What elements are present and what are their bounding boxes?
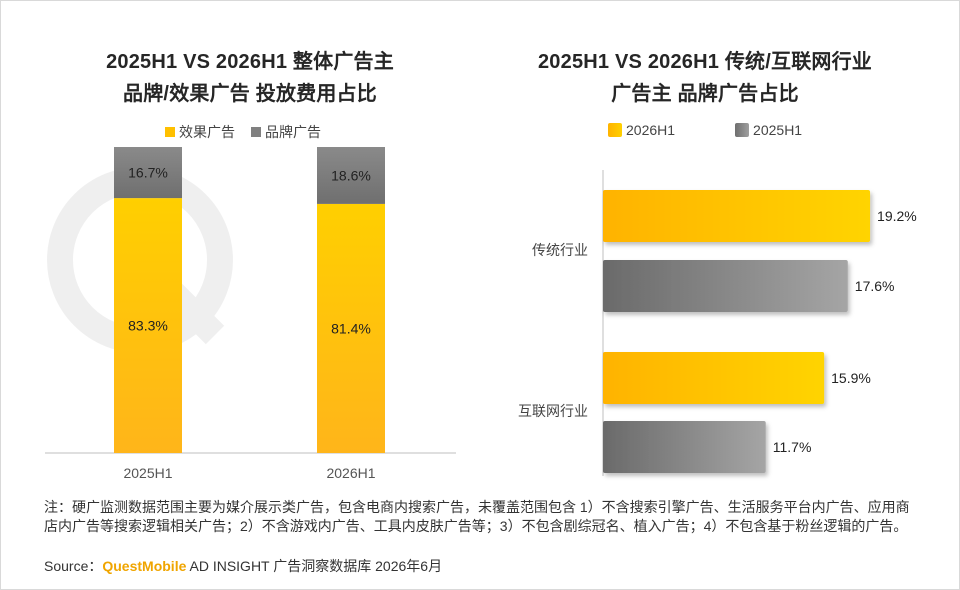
data-label-2026H1-互联网行业: 15.9% [831,370,871,386]
data-label-brand-2025H1: 16.7% [128,165,168,181]
left-chart-title: 2025H1 VS 2026H1 整体广告主 品牌/效果广告 投放费用占比 [40,46,460,110]
bar-2025H1-传统行业 [603,260,848,312]
legend-label-brand: 品牌广告 [265,124,321,140]
data-label-effect-2025H1: 83.3% [128,318,168,334]
x-tick-label-2026H1: 2026H1 [326,465,375,481]
legend-swatch-effect [165,127,175,137]
bar-effect-2026H1 [317,203,385,453]
data-label-2025H1-互联网行业: 11.7% [773,439,812,455]
bar-brand-2026H1 [317,147,385,204]
legend-swatch-2025h1 [735,123,750,137]
source-brand: QuestMobile [102,558,187,574]
right-title-line2: 广告主 品牌广告占比 [611,83,799,105]
right-title-line1: 2025H1 VS 2026H1 传统/互联网行业 [537,51,873,73]
source-line: Source：QuestMobile AD INSIGHT 广告洞察数据库 20… [44,556,442,576]
horizontal-bar-chart: 传统行业 19.2% 17.6% 互联网行业 15.9% 11.7% [518,170,917,476]
right-legend: 2026H1 2025H1 [608,122,862,138]
right-chart-title: 2025H1 VS 2026H1 传统/互联网行业 广告主 品牌广告占比 [500,46,910,110]
bar-2026H1-互联网行业 [603,352,825,404]
legend-label-2026h1: 2026H1 [626,122,676,138]
legend-label-effect: 效果广告 [179,124,235,140]
left-title-line1: 2025H1 VS 2026H1 整体广告主 [106,51,394,73]
left-legend: 效果广告 品牌广告 [165,122,337,142]
bar-effect-2025H1 [114,198,182,453]
legend-label-2025h1: 2025H1 [753,122,803,138]
bar-brand-2025H1 [114,147,182,199]
legend-swatch-2026h1 [608,123,622,137]
bar-2026H1-传统行业 [603,190,871,242]
left-title-line2: 品牌/效果广告 投放费用占比 [123,83,377,105]
source-rest: AD INSIGHT 广告洞察数据库 2026年6月 [186,558,443,574]
x-tick-label-2025H1: 2025H1 [123,465,172,481]
legend-item-2026h1: 2026H1 [608,122,675,138]
footnote: 注：硬广监测数据范围主要为媒介展示类广告，包含电商内搜索广告，未覆盖范围包含 1… [44,499,910,534]
legend-item-effect: 效果广告 [165,122,235,142]
data-label-2026H1-传统行业: 19.2% [877,208,917,224]
y-tick-label-互联网行业: 互联网行业 [518,403,588,419]
bar-2025H1-互联网行业 [603,421,766,473]
data-label-brand-2026H1: 18.6% [331,167,371,183]
stacked-bar-chart: 83.3% 16.7% 2025H1 81.4% 18.6% 2026H1 [45,147,456,481]
data-label-effect-2026H1: 81.4% [331,320,371,336]
legend-item-brand: 品牌广告 [251,122,321,142]
legend-swatch-brand [251,127,261,137]
data-label-2025H1-传统行业: 17.6% [855,278,895,294]
legend-item-2025h1: 2025H1 [735,122,802,138]
source-prefix: Source： [44,558,103,574]
y-tick-label-传统行业: 传统行业 [532,242,588,258]
